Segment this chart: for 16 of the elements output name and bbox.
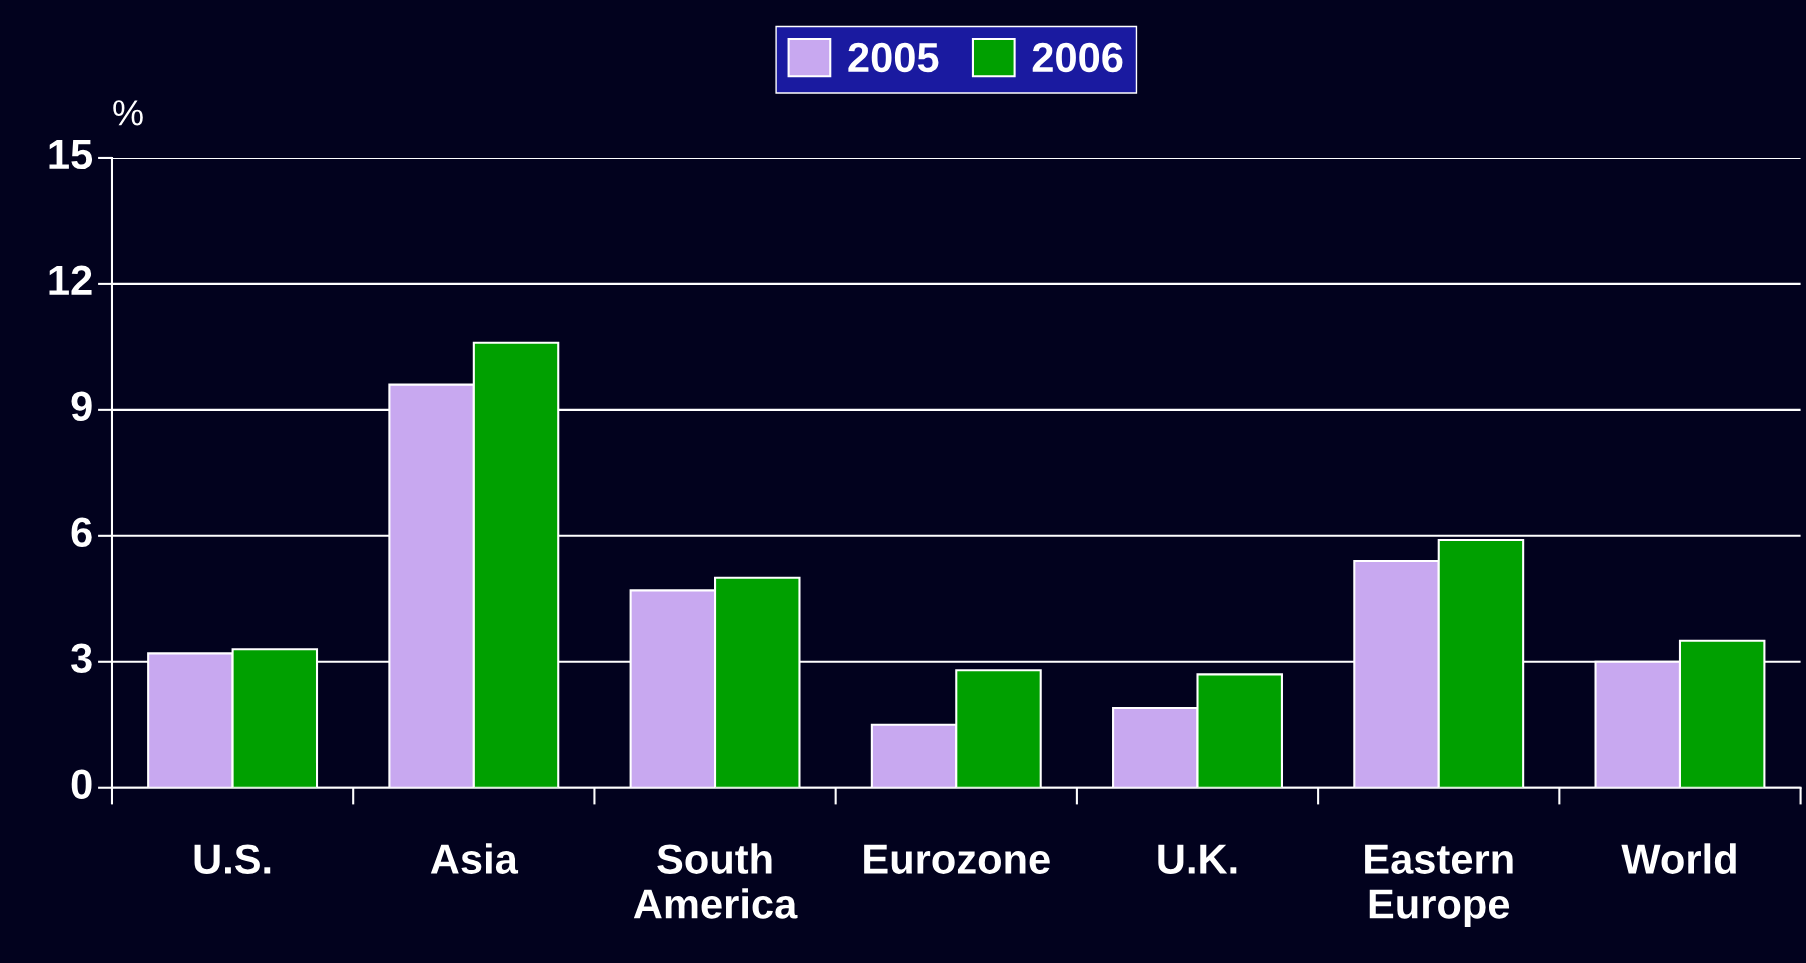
x-tick-label: Asia <box>430 843 519 874</box>
legend-label: 2005 <box>848 42 939 73</box>
y-tick-label: 3 <box>71 643 92 674</box>
x-tick-label: Eastern Europe <box>1365 844 1513 928</box>
x-tick-label: Eurozone <box>864 844 1050 874</box>
y-tick-label: 12 <box>49 265 92 295</box>
x-tick-label: U.K. <box>1158 844 1237 874</box>
x-tick-label: World <box>1621 843 1736 874</box>
x-tick-label: U.S. <box>194 844 271 874</box>
y-tick-label: 9 <box>71 391 92 422</box>
y-tick-label: 6 <box>71 517 92 547</box>
y-tick-label: 0 <box>71 769 92 799</box>
legend-label: 2006 <box>1032 42 1123 73</box>
y-axis-title: % <box>113 100 143 126</box>
x-tick-label: South America <box>633 843 798 919</box>
y-tick-label: 15 <box>49 140 93 170</box>
